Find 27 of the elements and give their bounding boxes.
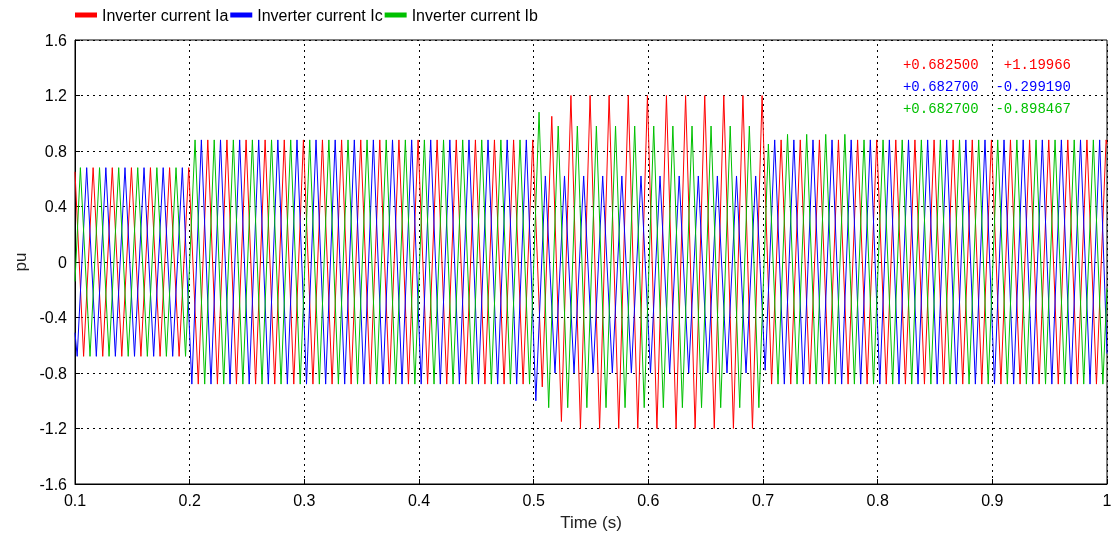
y-tick-label: -1.6	[39, 475, 68, 493]
annotation: +0.682500 +1.19966	[902, 57, 1071, 73]
x-tick-label: 0.3	[293, 491, 316, 509]
x-tick-label: 0.5	[522, 491, 545, 509]
legend-label: Inverter current Ic	[257, 6, 383, 24]
x-tick-label: 0.2	[178, 491, 201, 509]
annotation: +0.682700 -0.299190	[902, 79, 1071, 95]
y-tick-label: 0	[58, 253, 68, 271]
x-tick-label: 0.1	[63, 491, 87, 509]
y-tick-label: -0.8	[39, 364, 68, 382]
y-axis-title: pu	[10, 252, 30, 272]
x-tick-label: 0.9	[981, 491, 1004, 509]
x-tick-label: 1	[1102, 491, 1112, 509]
x-tick-label: 0.4	[407, 491, 431, 509]
y-tick-label: -0.4	[39, 309, 68, 326]
x-axis-title: Time (s)	[560, 513, 622, 532]
y-tick-label: 0.4	[44, 198, 68, 215]
x-tick-label: 0.8	[866, 491, 889, 509]
y-tick-label: -1.2	[39, 420, 68, 437]
y-tick-label: 1.6	[44, 31, 68, 49]
legend-label: Inverter current Ib	[411, 6, 539, 24]
y-tick-label: 0.8	[44, 142, 68, 160]
x-tick-label: 0.7	[751, 491, 775, 509]
y-tick-label: 1.2	[44, 87, 68, 104]
annotation: +0.682700 -0.898467	[902, 101, 1071, 117]
legend-label: Inverter current Ia	[102, 6, 229, 24]
x-tick-label: 0.6	[637, 491, 660, 509]
